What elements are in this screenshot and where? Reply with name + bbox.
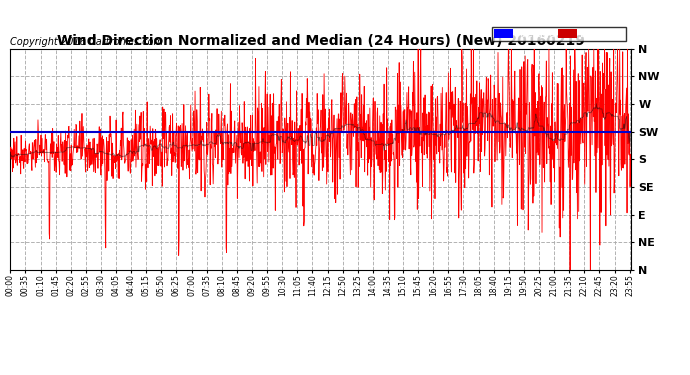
Legend: Average, Direction: Average, Direction: [492, 27, 627, 41]
Text: Copyright 2016 Cartronics.com: Copyright 2016 Cartronics.com: [10, 37, 164, 46]
Title: Wind Direction Normalized and Median (24 Hours) (New) 20160219: Wind Direction Normalized and Median (24…: [57, 34, 585, 48]
